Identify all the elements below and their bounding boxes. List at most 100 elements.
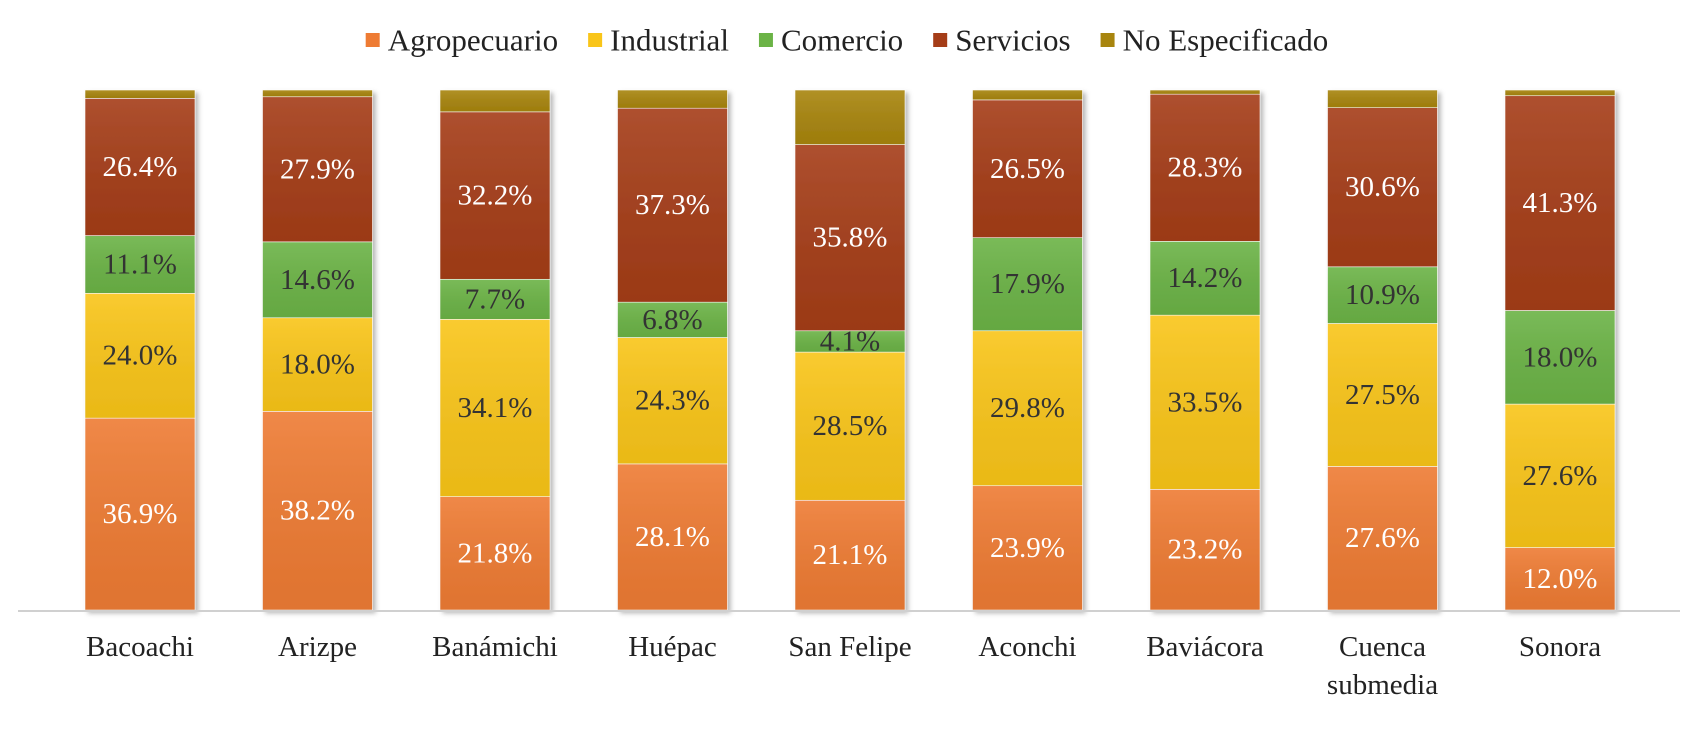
data-label-baviacora-agropecuario: 23.2% xyxy=(1168,534,1243,566)
bar-stack-baviacora xyxy=(1149,89,1261,611)
bar-segment-gloss-arizpe-servicios xyxy=(262,96,373,242)
bar-segment-gloss-cuenca-submedia-servicios xyxy=(1327,107,1438,267)
bar-segment-gloss-san-felipe-agropecuario xyxy=(795,500,905,610)
category-label-line: Arizpe xyxy=(278,631,357,663)
legend-label-servicios: Servicios xyxy=(955,23,1070,58)
data-label-san-felipe-industrial: 28.5% xyxy=(813,410,888,442)
bar-segment-gloss-aconchi-comercio xyxy=(972,237,1083,331)
bar-segment-gloss-aconchi-no-especificado xyxy=(972,90,1083,100)
legend-item-comercio: Comercio xyxy=(758,23,903,58)
bar-segment-gloss-baviacora-industrial xyxy=(1150,315,1260,490)
bar-segment-gloss-sonora-industrial xyxy=(1505,404,1615,548)
category-label-line: Baviácora xyxy=(1146,631,1264,663)
bar-segment-gloss-baviacora-agropecuario xyxy=(1150,489,1260,610)
data-label-sonora-agropecuario: 12.0% xyxy=(1523,563,1598,595)
bar-segment-gloss-arizpe-agropecuario xyxy=(262,411,373,610)
bar-segment-gloss-huepac-industrial xyxy=(617,337,728,464)
bar-segment-gloss-cuenca-submedia-comercio xyxy=(1327,266,1438,324)
bar-stack-aconchi xyxy=(972,89,1083,611)
data-label-arizpe-servicios: 27.9% xyxy=(280,153,355,185)
data-label-huepac-agropecuario: 28.1% xyxy=(635,521,710,553)
legend-label-industrial: Industrial xyxy=(610,23,729,58)
data-label-sonora-comercio: 18.0% xyxy=(1523,341,1598,373)
legend-item-agropecuario: Agropecuario xyxy=(365,23,558,58)
data-label-huepac-comercio: 6.8% xyxy=(642,304,702,336)
bar-segment-gloss-huepac-no-especificado xyxy=(617,90,728,109)
legend: Agropecuario Industrial Comercio Servicios N… xyxy=(365,23,1329,58)
legend-swatch-industrial xyxy=(588,33,603,47)
category-label-line: Bacoachi xyxy=(86,631,194,663)
data-label-cuenca-submedia-comercio: 10.9% xyxy=(1345,279,1420,311)
legend-item-industrial: Industrial xyxy=(588,23,729,58)
bar-segment-gloss-bacoachi-servicios xyxy=(85,98,195,236)
bar-segment-gloss-aconchi-servicios xyxy=(972,99,1083,238)
category-label-aconchi: Aconchi xyxy=(978,631,1076,663)
category-label-line: San Felipe xyxy=(788,631,911,663)
bar-segment-gloss-cuenca-submedia-no-especificado xyxy=(1327,90,1438,108)
bar-segment-gloss-aconchi-industrial xyxy=(972,330,1083,486)
data-label-bacoachi-industrial: 24.0% xyxy=(103,340,178,372)
bar-stack-bacoachi xyxy=(84,89,196,611)
data-label-sonora-servicios: 41.3% xyxy=(1523,187,1598,219)
bar-segment-gloss-baviacora-comercio xyxy=(1150,241,1260,316)
bar-segment-gloss-arizpe-no-especificado xyxy=(262,90,373,97)
data-label-arizpe-comercio: 14.6% xyxy=(280,264,355,296)
bar-segment-gloss-banamichi-no-especificado xyxy=(440,90,550,112)
data-label-san-felipe-comercio: 4.1% xyxy=(820,325,880,357)
data-label-banamichi-agropecuario: 21.8% xyxy=(458,537,533,569)
bar-segment-gloss-bacoachi-industrial xyxy=(85,293,195,419)
bar-segment-gloss-huepac-servicios xyxy=(617,108,728,303)
bar-segment-gloss-banamichi-industrial xyxy=(440,319,550,497)
bar-segment-gloss-bacoachi-agropecuario xyxy=(85,418,195,610)
data-labels: 36.9% 24.0% 11.1% 26.4% 38.2% 18.0% 14.6% 27.9%… xyxy=(103,151,1598,595)
bar-segment-gloss-san-felipe-comercio xyxy=(795,330,905,353)
data-label-bacoachi-agropecuario: 36.9% xyxy=(103,498,178,530)
data-label-bacoachi-servicios: 26.4% xyxy=(103,151,178,183)
bar-segment-gloss-banamichi-comercio xyxy=(440,279,550,320)
category-label-baviacora: Baviácora xyxy=(1146,631,1264,663)
category-label-line: Sonora xyxy=(1519,631,1601,663)
bar-segment-gloss-san-felipe-no-especificado xyxy=(795,90,905,145)
legend-label-no-especificado: No Especificado xyxy=(1123,23,1329,58)
bar-segment-gloss-baviacora-no-especificado xyxy=(1150,90,1260,95)
category-label-line: Cuenca xyxy=(1339,631,1426,663)
category-label-line: Aconchi xyxy=(978,631,1076,663)
bar-stack-huepac xyxy=(617,89,728,611)
bar-stack-san-felipe xyxy=(794,89,906,611)
bar-segment-gloss-huepac-agropecuario xyxy=(617,463,728,610)
category-labels: Bacoachi Arizpe Banámichi Huépac San Felipe A… xyxy=(86,631,1601,701)
legend-swatch-comercio xyxy=(758,33,773,47)
bar-segment-gloss-cuenca-submedia-agropecuario xyxy=(1327,466,1438,610)
category-label-huepac: Huépac xyxy=(628,631,717,663)
category-label-line: Huépac xyxy=(628,631,717,663)
data-label-sonora-industrial: 27.6% xyxy=(1523,460,1598,492)
data-label-baviacora-comercio: 14.2% xyxy=(1168,262,1243,294)
bar-stack-cuenca-submedia xyxy=(1327,89,1438,611)
data-label-bacoachi-comercio: 11.1% xyxy=(103,248,177,280)
bar-segment-gloss-banamichi-agropecuario xyxy=(440,496,550,610)
category-label-banamichi: Banámichi xyxy=(432,631,558,663)
legend-label-comercio: Comercio xyxy=(781,23,903,58)
bar-segment-gloss-bacoachi-no-especificado xyxy=(85,90,195,99)
bar-segment-gloss-cuenca-submedia-industrial xyxy=(1327,323,1438,467)
bar-stack-banamichi xyxy=(439,89,551,611)
legend-item-no-especificado: No Especificado xyxy=(1100,23,1329,58)
category-label-bacoachi: Bacoachi xyxy=(86,631,194,663)
data-label-cuenca-submedia-agropecuario: 27.6% xyxy=(1345,522,1420,554)
category-label-arizpe: Arizpe xyxy=(278,631,357,663)
bar-segment-gloss-arizpe-comercio xyxy=(262,241,373,318)
data-label-aconchi-agropecuario: 23.9% xyxy=(990,532,1065,564)
data-label-aconchi-industrial: 29.8% xyxy=(990,392,1065,424)
data-label-san-felipe-servicios: 35.8% xyxy=(813,222,888,254)
data-label-banamichi-comercio: 7.7% xyxy=(465,283,525,315)
legend-swatch-servicios xyxy=(933,33,948,47)
bar-segment-gloss-san-felipe-servicios xyxy=(795,144,905,331)
category-label-sonora: Sonora xyxy=(1519,631,1601,663)
data-label-cuenca-submedia-industrial: 27.5% xyxy=(1345,379,1420,411)
data-label-aconchi-servicios: 26.5% xyxy=(990,153,1065,185)
data-label-banamichi-servicios: 32.2% xyxy=(458,180,533,212)
data-label-huepac-industrial: 24.3% xyxy=(635,385,710,417)
category-label-line: Banámichi xyxy=(432,631,558,663)
